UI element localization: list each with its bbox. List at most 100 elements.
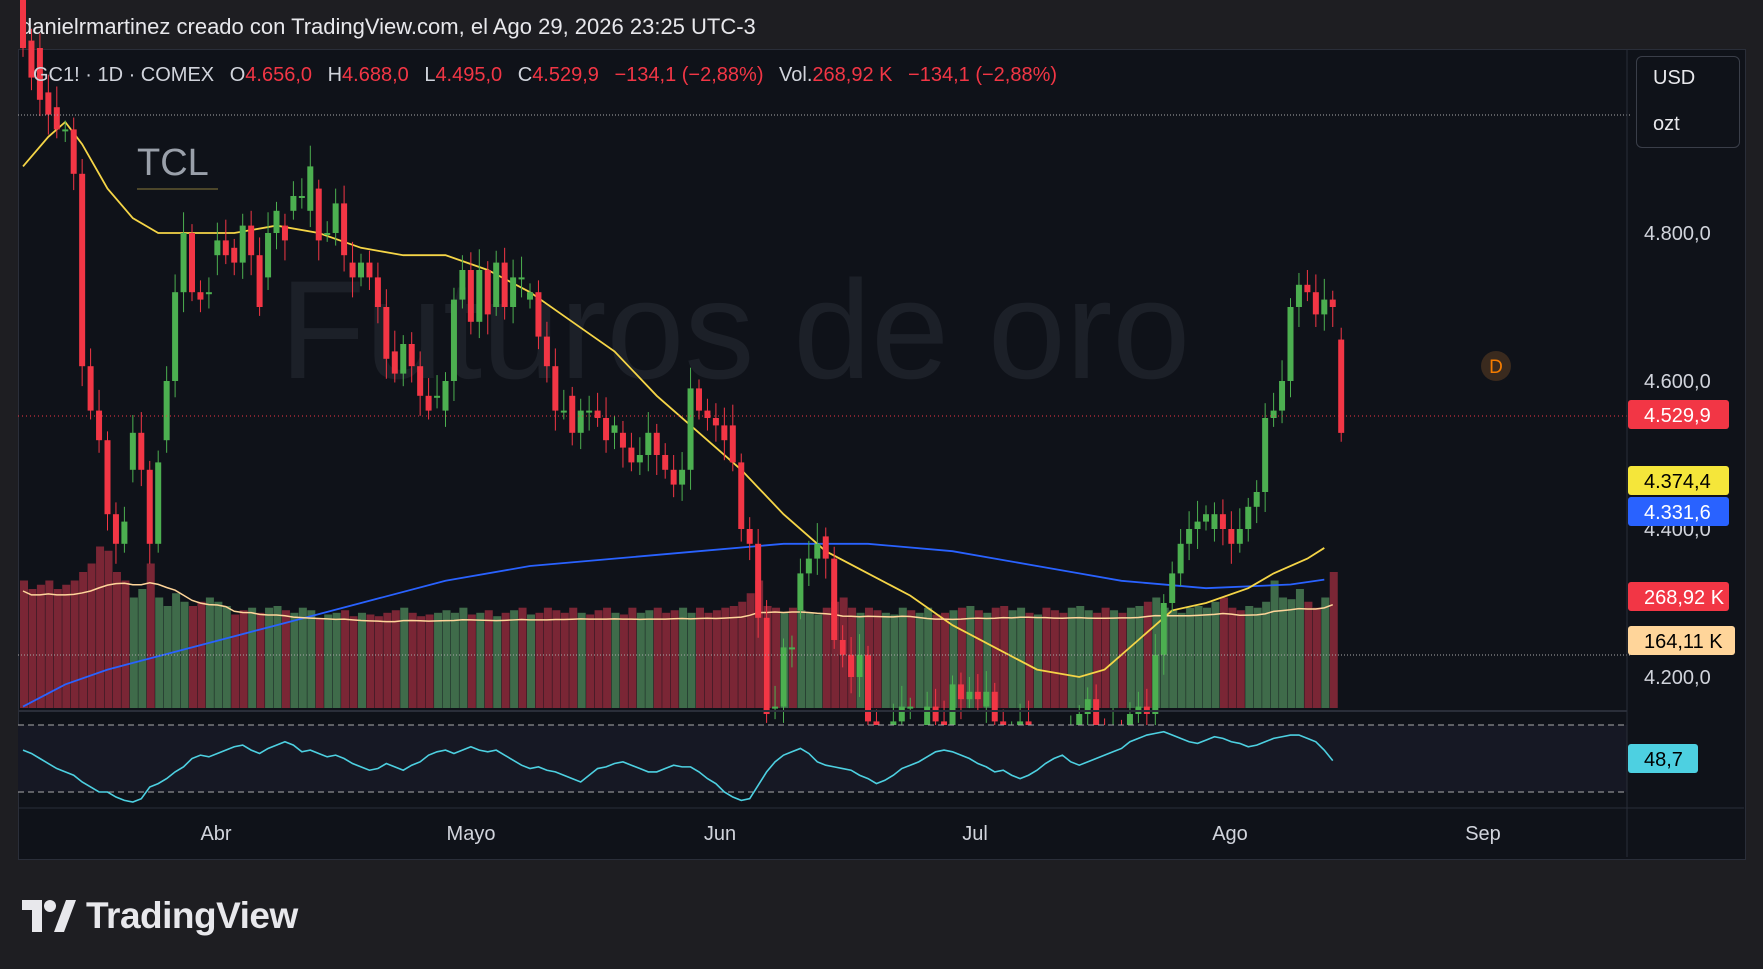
- volume-bar: [873, 610, 882, 708]
- volume-bar: [957, 607, 966, 708]
- candle-body: [628, 447, 635, 463]
- volume-bar: [332, 612, 341, 708]
- candle-body: [214, 240, 221, 256]
- volume-bar: [594, 610, 603, 708]
- volume-bar: [729, 606, 738, 708]
- candle-body: [974, 691, 981, 700]
- currency-label[interactable]: USD: [1653, 67, 1696, 89]
- time-tick-label: Ago: [1212, 823, 1248, 845]
- candle-body: [442, 381, 449, 411]
- volume-change: −134,1 (−2,88%): [908, 64, 1058, 86]
- volume-bar: [256, 612, 265, 708]
- candle-body: [307, 166, 314, 211]
- volume-bar: [1025, 612, 1034, 708]
- volume-bar: [1253, 607, 1262, 708]
- candle-body: [805, 558, 812, 574]
- volume-bar: [645, 610, 654, 708]
- candle-body: [518, 277, 525, 280]
- volume-bar: [281, 610, 290, 708]
- volume-bar: [983, 612, 992, 708]
- candle-body: [848, 654, 855, 677]
- candle-body: [450, 299, 457, 381]
- volume-bar: [1034, 614, 1042, 708]
- candle-body: [1169, 573, 1176, 603]
- candle-body: [459, 270, 466, 300]
- tradingview-logo[interactable]: TradingView: [22, 895, 298, 937]
- volume-bar: [1312, 607, 1321, 708]
- candle-body: [822, 536, 829, 559]
- volume-bar: [704, 612, 713, 708]
- unit-label[interactable]: ozt: [1653, 113, 1680, 135]
- candle-body: [189, 233, 195, 293]
- candle-body: [662, 455, 669, 470]
- candle-body: [315, 188, 322, 241]
- candle-body: [374, 277, 381, 307]
- volume-bar: [459, 607, 468, 708]
- candle-body: [146, 469, 153, 544]
- volume-bars: [20, 546, 1338, 708]
- svg-text:TCL: TCL: [137, 142, 209, 184]
- volume-bar: [1287, 599, 1296, 708]
- candle-body: [501, 262, 508, 307]
- svg-text:4.331,6: 4.331,6: [1644, 502, 1711, 524]
- candle-body: [391, 351, 398, 374]
- candle-body: [619, 432, 626, 448]
- candle-body: [298, 196, 305, 198]
- volume-bar: [45, 580, 54, 708]
- candle-body: [712, 418, 719, 426]
- time-tick-label: Sep: [1465, 823, 1501, 845]
- volume-ma-path: [22, 582, 1334, 623]
- volume-bar: [932, 614, 941, 708]
- volume-bar: [298, 607, 307, 708]
- volume-bar: [366, 614, 375, 708]
- candle-body: [1236, 529, 1243, 544]
- volume-bar: [1160, 607, 1169, 708]
- high-value: 4.688,0: [342, 64, 409, 86]
- volume-bar: [146, 563, 155, 708]
- candle-body: [197, 292, 204, 300]
- volume-bar: [112, 572, 121, 708]
- candle-body: [907, 706, 914, 709]
- volume-bar: [231, 614, 240, 708]
- volume-bar: [1152, 597, 1161, 708]
- volume-bar: [831, 601, 840, 708]
- volume-bar: [721, 607, 730, 708]
- volume-bar: [62, 584, 71, 708]
- candle-body: [679, 469, 686, 485]
- volume-bar: [603, 607, 612, 708]
- candle-body: [273, 210, 280, 233]
- volume-bar: [696, 607, 704, 708]
- currency-unit-selector[interactable]: USD ozt: [1636, 56, 1740, 148]
- volume-bar: [890, 614, 899, 708]
- candle-body: [704, 410, 711, 418]
- price-tick-label: 4.200,0: [1644, 667, 1711, 689]
- volume-bar: [1203, 607, 1211, 708]
- volume-bar: [1279, 597, 1288, 708]
- volume-bar: [772, 607, 781, 708]
- volume-bar: [467, 614, 476, 708]
- volume-bar: [518, 607, 527, 708]
- candle-body: [172, 292, 179, 381]
- volume-bar: [1228, 607, 1237, 708]
- candle-body: [1338, 339, 1345, 433]
- volume-bar: [611, 612, 620, 708]
- candle-body: [163, 381, 170, 441]
- svg-text:4.374,4: 4.374,4: [1644, 471, 1711, 493]
- candle-body: [957, 684, 964, 700]
- volume-bar: [1118, 612, 1127, 708]
- volume-bar: [924, 607, 933, 708]
- volume-bar: [991, 607, 1000, 708]
- symbol-label[interactable]: GC1! · 1D · COMEX: [33, 64, 215, 86]
- dividend-marker[interactable]: D: [1481, 351, 1511, 381]
- candle-body: [324, 233, 331, 235]
- volume-bar: [1194, 606, 1203, 708]
- candle-body: [1245, 506, 1252, 529]
- ma50-line: [22, 120, 1325, 678]
- volume-bar: [569, 607, 578, 708]
- volume-bar: [163, 606, 172, 708]
- volume-bar: [1050, 610, 1059, 708]
- volume-bar: [341, 610, 350, 708]
- volume-bar: [746, 593, 755, 708]
- volume-bar: [155, 597, 164, 708]
